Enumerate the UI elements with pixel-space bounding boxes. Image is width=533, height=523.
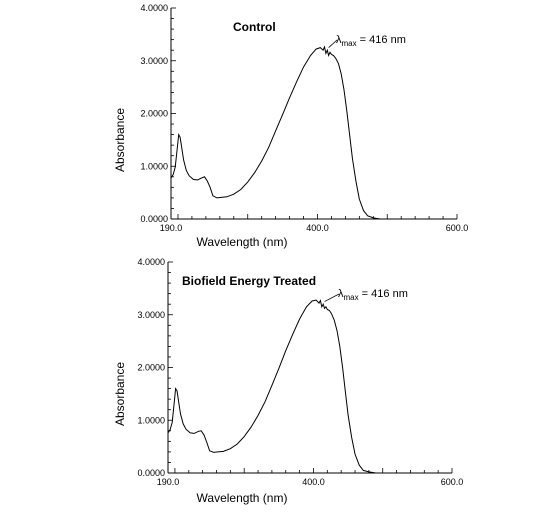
y-axis-label: Absorbance <box>113 108 127 172</box>
panel-title: Biofield Energy Treated <box>182 274 316 288</box>
lambda-max-annotation: λmax = 416 nm <box>338 288 408 302</box>
x-tick-label: 400.0 <box>306 223 329 233</box>
svg-text:λmax = 416 nm: λmax = 416 nm <box>336 34 406 48</box>
lambda-subscript: max <box>342 39 357 48</box>
panel-title: Control <box>233 20 276 34</box>
lambda-max-annotation: λmax = 416 nm <box>336 34 406 48</box>
x-tick-label: 400.0 <box>302 477 325 487</box>
y-tick-label: 0.0000 <box>140 214 168 224</box>
y-tick-label: 3.0000 <box>140 56 168 66</box>
annotation-leader-line <box>328 39 338 48</box>
y-tick-label: 2.0000 <box>140 109 168 119</box>
absorbance-series-line <box>170 45 402 220</box>
x-tick-label: 190.0 <box>160 223 183 233</box>
y-tick-label: 1.0000 <box>140 161 168 171</box>
lambda-value: = 416 nm <box>359 288 408 300</box>
y-tick-label: 1.0000 <box>137 415 165 425</box>
x-tick-label: 190.0 <box>157 477 180 487</box>
treated-panel: Biofield Energy Treated Wavelength (nm) … <box>113 257 463 505</box>
y-tick-label: 4.0000 <box>137 257 165 267</box>
x-axis-label: Wavelength (nm) <box>197 491 288 505</box>
lambda-value: = 416 nm <box>357 34 406 46</box>
lambda-symbol: λ <box>336 34 342 46</box>
annotation-leader-line <box>324 293 340 302</box>
svg-text:λmax = 416 nm: λmax = 416 nm <box>338 288 408 302</box>
control-panel: Control Wavelength (nm) Absorbance λmax … <box>113 3 468 249</box>
x-tick-label: 600.0 <box>446 223 469 233</box>
x-axis-label: Wavelength (nm) <box>197 235 288 249</box>
y-tick-label: 2.0000 <box>137 363 165 373</box>
lambda-subscript: max <box>344 293 359 302</box>
x-tick-label: 600.0 <box>441 477 464 487</box>
lambda-symbol: λ <box>338 288 344 300</box>
y-tick-label: 4.0000 <box>140 3 168 13</box>
y-axis-label: Absorbance <box>113 362 127 426</box>
y-tick-label: 3.0000 <box>137 310 165 320</box>
y-tick-label: 0.0000 <box>137 468 165 478</box>
absorbance-series-line <box>167 299 397 474</box>
